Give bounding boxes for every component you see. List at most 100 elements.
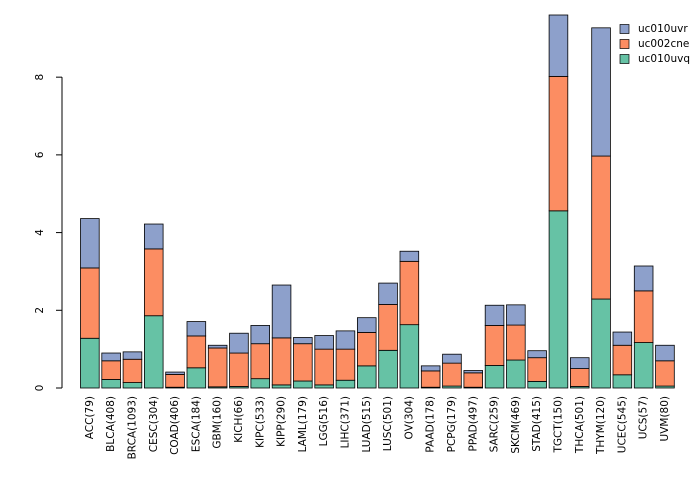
bar-uc010uvr-LIHC(371): [335, 330, 356, 350]
legend-label-uc010uvq: uc010uvq: [638, 53, 690, 65]
bar-uc010uvq-LUSC(501): [378, 349, 398, 389]
bar-uc010uvr-LAML(179): [293, 337, 313, 345]
bar-uc010uvq-UCS(57): [633, 342, 654, 389]
bar-uc010uvq-BRCA(1093): [122, 382, 143, 389]
bar-uc010uvq-LUAD(515): [356, 365, 377, 389]
x-tick-label: KICH(66): [233, 396, 245, 443]
bar-uc010uvq-LAML(179): [293, 380, 313, 389]
bar-uc010uvr-BLCA(408): [101, 352, 121, 362]
bar-uc002cne-UCEC(545): [612, 344, 633, 376]
bar-uc002cne-LAML(179): [293, 343, 313, 382]
bar-uc010uvr-CESC(304): [143, 223, 164, 250]
x-tick-label: PPAD(497): [467, 396, 479, 452]
x-tick-label: UCEC(545): [616, 396, 628, 453]
bar-uc010uvq-SARC(259): [484, 365, 505, 389]
bar-uc002cne-ESCA(184): [186, 335, 207, 369]
x-tick-label: LIHC(371): [339, 396, 351, 448]
x-tick-label: KIPC(533): [254, 396, 266, 448]
bar-uc002cne-LIHC(371): [335, 348, 356, 381]
bar-uc010uvq-KIPP(290): [271, 384, 292, 389]
bar-uc010uvr-THYM(120): [591, 27, 611, 157]
bar-uc010uvq-LGG(516): [314, 384, 334, 389]
bar-segments: [80, 14, 675, 389]
x-tick-label: COAD(406): [169, 396, 181, 455]
x-tick-label: ESCA(184): [190, 396, 202, 452]
x-tick-label: CESC(304): [148, 396, 160, 452]
bar-uc010uvr-LGG(516): [314, 335, 334, 350]
bar-uc002cne-PAAD(178): [420, 370, 441, 388]
bar-uc010uvr-SARC(259): [484, 304, 505, 326]
bar-uc010uvr-KICH(66): [229, 332, 249, 354]
bar-uc010uvr-ESCA(184): [186, 321, 207, 337]
bar-uc010uvr-KIPP(290): [271, 284, 292, 339]
bar-uc010uvr-UCEC(545): [612, 331, 633, 346]
bar-uc010uvq-TGCT(150): [548, 210, 569, 389]
x-tick-label: UVM(80): [659, 396, 671, 441]
bar-uc002cne-UCS(57): [633, 290, 654, 343]
x-tick-label: PCPG(179): [446, 396, 458, 452]
bar-uc002cne-CESC(304): [143, 248, 164, 317]
bar-uc010uvr-BRCA(1093): [122, 351, 143, 360]
bar-uc010uvq-ESCA(184): [186, 367, 207, 389]
y-tick-label: 4: [34, 229, 46, 236]
bar-uc010uvr-GBM(160): [207, 344, 228, 349]
bar-uc010uvr-SKCM(469): [506, 304, 526, 326]
x-tick-labels: ACC(79) BLCA(408) BRCA(1093) CESC(304) COAD(…: [84, 396, 671, 459]
legend-label-uc010uvr: uc010uvr: [638, 23, 688, 35]
bar-uc010uvr-ACC(79): [80, 218, 100, 269]
bar-uc010uvq-OV(304): [399, 324, 420, 389]
bar-uc010uvr-UVM(80): [655, 344, 675, 362]
x-tick-label: BLCA(408): [105, 396, 117, 452]
bar-uc010uvr-KIPC(533): [250, 325, 270, 345]
bar-uc002cne-STAD(415): [527, 357, 547, 382]
x-tick-label: UCS(57): [638, 396, 650, 439]
y-axis: 0 2 4 6 8: [34, 74, 63, 392]
legend-swatch-uc010uvq: [619, 54, 630, 64]
bar-uc010uvq-SKCM(469): [506, 359, 526, 389]
y-tick-label: 0: [34, 385, 46, 392]
y-tick-label: 8: [34, 74, 46, 81]
x-tick-label: GBM(160): [212, 396, 224, 449]
x-tick-label: KIPP(290): [276, 396, 288, 447]
y-tick-label: 2: [34, 307, 46, 314]
bar-uc010uvq-KIPC(533): [250, 378, 270, 389]
bar-uc010uvq-CESC(304): [143, 315, 164, 389]
bar-uc010uvq-LIHC(371): [335, 379, 356, 389]
bar-uc002cne-BRCA(1093): [122, 358, 143, 383]
bar-uc002cne-GBM(160): [207, 347, 228, 388]
x-tick-label: STAD(415): [531, 396, 543, 452]
bar-uc010uvr-PCPG(179): [442, 353, 462, 364]
bar-uc002cne-SKCM(469): [506, 324, 526, 361]
x-tick-label: LUAD(515): [361, 396, 373, 453]
bar-uc010uvq-BLCA(408): [101, 379, 121, 389]
bar-uc002cne-KIPC(533): [250, 343, 270, 380]
x-tick-label: LGG(516): [318, 396, 330, 446]
bar-uc002cne-THYM(120): [591, 155, 611, 300]
bar-uc002cne-UVM(80): [655, 360, 675, 387]
x-tick-label: SKCM(469): [510, 396, 522, 454]
bar-uc010uvr-LUSC(501): [378, 282, 398, 305]
bar-uc002cne-BLCA(408): [101, 360, 121, 380]
bar-uc010uvr-UCS(57): [633, 265, 654, 292]
bar-uc010uvr-PAAD(178): [420, 365, 441, 372]
bar-uc002cne-LGG(516): [314, 348, 334, 386]
bar-uc002cne-PPAD(497): [463, 372, 483, 388]
bar-uc002cne-THCA(501): [570, 368, 590, 387]
bar-uc010uvr-OV(304): [399, 250, 420, 262]
bar-uc010uvq-STAD(415): [527, 380, 547, 389]
bar-uc002cne-SARC(259): [484, 325, 505, 366]
bar-uc010uvr-THCA(501): [570, 357, 590, 369]
x-tick-label: SARC(259): [489, 396, 501, 452]
bar-uc010uvr-COAD(406): [165, 371, 185, 375]
x-tick-label: THCA(501): [574, 396, 586, 454]
bar-uc010uvr-PPAD(497): [463, 370, 483, 374]
bar-uc010uvq-ACC(79): [80, 337, 100, 389]
x-tick-label: PAAD(178): [425, 396, 437, 453]
bar-uc002cne-LUAD(515): [356, 332, 377, 367]
legend-swatch-uc010uvr: [619, 24, 630, 34]
bar-uc002cne-OV(304): [399, 260, 420, 326]
x-tick-label: BRCA(1093): [126, 396, 138, 459]
bar-uc002cne-KICH(66): [229, 352, 249, 387]
bar-uc002cne-KIPP(290): [271, 337, 292, 386]
